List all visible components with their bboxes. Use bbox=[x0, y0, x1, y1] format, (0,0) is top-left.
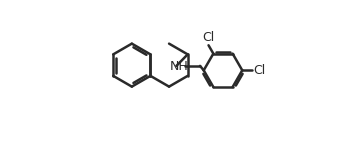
Text: Cl: Cl bbox=[253, 64, 266, 77]
Text: Cl: Cl bbox=[202, 31, 215, 44]
Text: NH: NH bbox=[170, 60, 189, 73]
